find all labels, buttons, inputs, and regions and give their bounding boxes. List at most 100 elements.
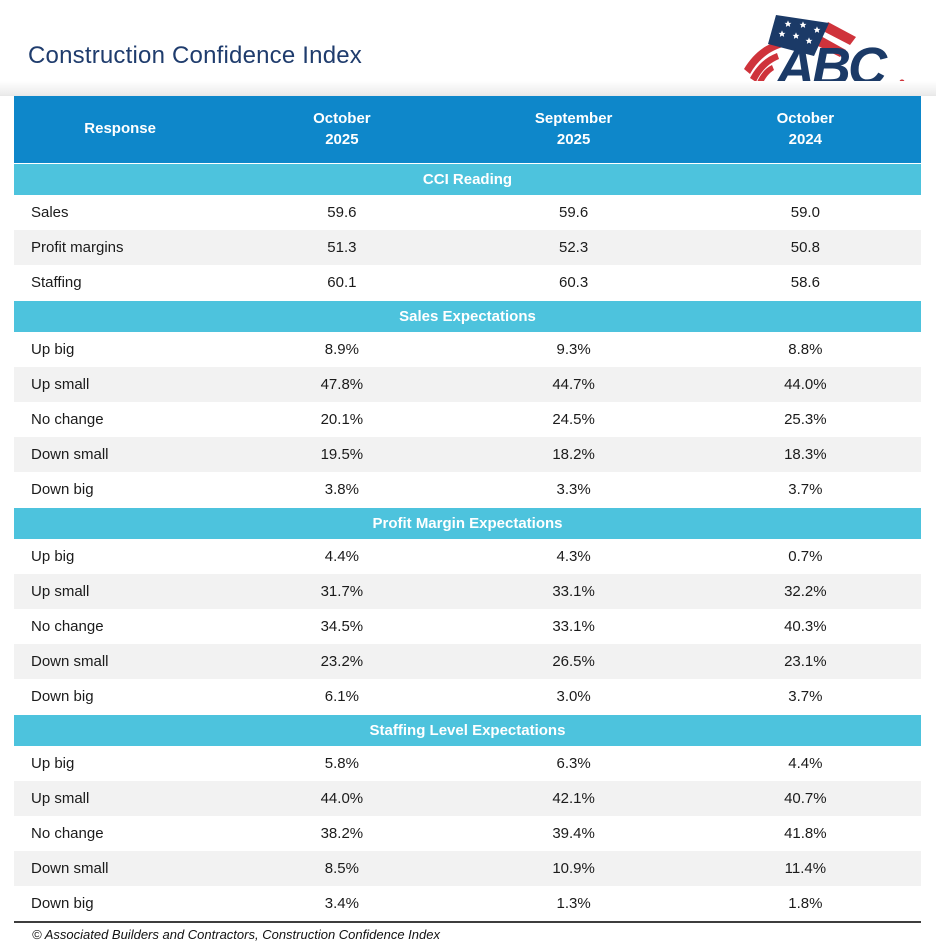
row-value: 3.4% xyxy=(324,895,359,912)
row-value: 33.1% xyxy=(552,583,595,600)
row-value: 47.8% xyxy=(320,376,364,393)
table-row: Up small 47.8% 44.7% 44.0% xyxy=(14,367,921,402)
row-value: 23.2% xyxy=(320,653,364,670)
row-value: 4.4% xyxy=(324,548,359,565)
table-row: Down big 3.8% 3.3% 3.7% xyxy=(14,472,921,507)
row-value: 44.7% xyxy=(552,376,595,393)
row-value: 32.2% xyxy=(784,583,827,600)
column-header-response: Response xyxy=(14,96,227,163)
row-label: Profit margins xyxy=(31,239,124,256)
source-text: © Associated Builders and Contractors, C… xyxy=(32,927,440,942)
row-value: 59.0 xyxy=(790,204,820,221)
row-label: Staffing xyxy=(31,273,82,291)
source-footer: © Associated Builders and Contractors, C… xyxy=(14,921,921,942)
row-value: 40.3% xyxy=(784,618,827,635)
row-value: 58.6 xyxy=(790,273,820,291)
row-value: 42.1% xyxy=(552,790,595,807)
row-value: 41.8% xyxy=(784,825,827,842)
row-value: 3.0% xyxy=(556,687,591,705)
table-row: No change 34.5% 33.1% 40.3% xyxy=(14,609,921,644)
column-header-september-2025: September 2025 xyxy=(457,96,690,163)
table-row: Down small 19.5% 18.2% 18.3% xyxy=(14,437,921,472)
table-row: No change 20.1% 24.5% 25.3% xyxy=(14,402,921,437)
page-title: Construction Confidence Index xyxy=(28,42,362,69)
row-value: 3.8% xyxy=(324,480,359,498)
row-value: 8.9% xyxy=(324,341,359,358)
table-header-row: Response October 2025 September 2025 Oct… xyxy=(14,96,921,163)
row-value: 5.8% xyxy=(324,755,359,772)
table-row: Up big 4.4% 4.3% 0.7% xyxy=(14,539,921,574)
table-row: Staffing 60.1 60.3 58.6 xyxy=(14,265,921,300)
section-header-staffing-level-expectations: Staffing Level Expectations xyxy=(14,713,921,746)
row-value: 19.5% xyxy=(320,446,364,463)
row-value: 33.1% xyxy=(552,618,595,635)
row-value: 26.5% xyxy=(552,653,595,670)
row-value: 0.7% xyxy=(788,548,823,565)
row-value: 44.0% xyxy=(320,790,364,807)
row-value: 44.0% xyxy=(784,376,827,393)
table-row: Down big 3.4% 1.3% 1.8% xyxy=(14,886,921,921)
row-label: Up small xyxy=(31,790,90,807)
row-value: 6.1% xyxy=(324,687,359,705)
row-value: 18.3% xyxy=(784,446,827,463)
page-header: Construction Confidence Index xyxy=(0,0,936,97)
row-value: 31.7% xyxy=(320,583,364,600)
row-value: 59.6 xyxy=(559,204,589,221)
table-row: Up big 8.9% 9.3% 8.8% xyxy=(14,332,921,367)
row-label: No change xyxy=(31,618,104,635)
abc-logo-graphic: ABC xyxy=(744,15,905,97)
row-value: 6.3% xyxy=(556,755,591,772)
row-label: Up small xyxy=(31,583,90,600)
row-value: 8.5% xyxy=(324,860,359,877)
row-value: 8.8% xyxy=(788,341,823,358)
row-value: 3.7% xyxy=(788,687,823,705)
table-row: Up small 44.0% 42.1% 40.7% xyxy=(14,781,921,816)
flag-canton-icon xyxy=(768,15,829,56)
row-value: 11.4% xyxy=(784,860,827,877)
table-row: Profit margins 51.3 52.3 50.8 xyxy=(14,230,921,265)
table-row: Down big 6.1% 3.0% 3.7% xyxy=(14,679,921,714)
row-label: Down small xyxy=(31,653,109,670)
row-value: 3.7% xyxy=(788,480,823,498)
row-value: 40.7% xyxy=(784,790,827,807)
row-label: Up big xyxy=(31,341,75,358)
row-label: No change xyxy=(31,411,104,428)
row-value: 38.2% xyxy=(320,825,364,842)
row-value: 9.3% xyxy=(556,341,591,358)
table-row: Down small 23.2% 26.5% 23.1% xyxy=(14,644,921,679)
row-label: Down big xyxy=(31,480,94,498)
row-value: 52.3 xyxy=(559,239,589,256)
row-value: 4.4% xyxy=(788,755,823,772)
row-value: 60.3 xyxy=(559,273,589,291)
row-label: Sales xyxy=(31,204,69,221)
column-header-october-2024: October 2024 xyxy=(689,96,921,163)
flag-stripes-icon xyxy=(744,22,856,85)
title-table-divider-shade xyxy=(0,81,936,96)
row-value: 39.4% xyxy=(552,825,595,842)
row-value: 3.3% xyxy=(556,480,591,498)
row-label: Up big xyxy=(31,755,75,772)
row-value: 1.3% xyxy=(556,895,591,912)
table-row: Down small 8.5% 10.9% 11.4% xyxy=(14,851,921,886)
cci-table: Response October 2025 September 2025 Oct… xyxy=(14,96,921,921)
row-label: Down small xyxy=(31,446,109,463)
row-value: 1.8% xyxy=(788,895,823,912)
row-value: 4.3% xyxy=(556,548,591,565)
row-label: Down big xyxy=(31,895,94,912)
row-value: 50.8 xyxy=(790,239,820,256)
flag-stars-icon xyxy=(778,20,821,44)
row-label: Down big xyxy=(31,687,94,705)
row-label: Up big xyxy=(31,548,75,565)
row-value: 34.5% xyxy=(320,618,364,635)
row-value: 60.1 xyxy=(327,273,357,291)
row-value: 51.3 xyxy=(327,239,357,256)
section-header-sales-expectations: Sales Expectations xyxy=(14,299,921,332)
row-value: 23.1% xyxy=(784,653,827,670)
row-label: No change xyxy=(31,825,104,842)
section-header-profit-margin-expectations: Profit Margin Expectations xyxy=(14,506,921,539)
row-value: 59.6 xyxy=(327,204,357,221)
row-value: 20.1% xyxy=(320,411,364,428)
row-label: Down small xyxy=(31,860,109,877)
row-value: 25.3% xyxy=(784,411,827,428)
